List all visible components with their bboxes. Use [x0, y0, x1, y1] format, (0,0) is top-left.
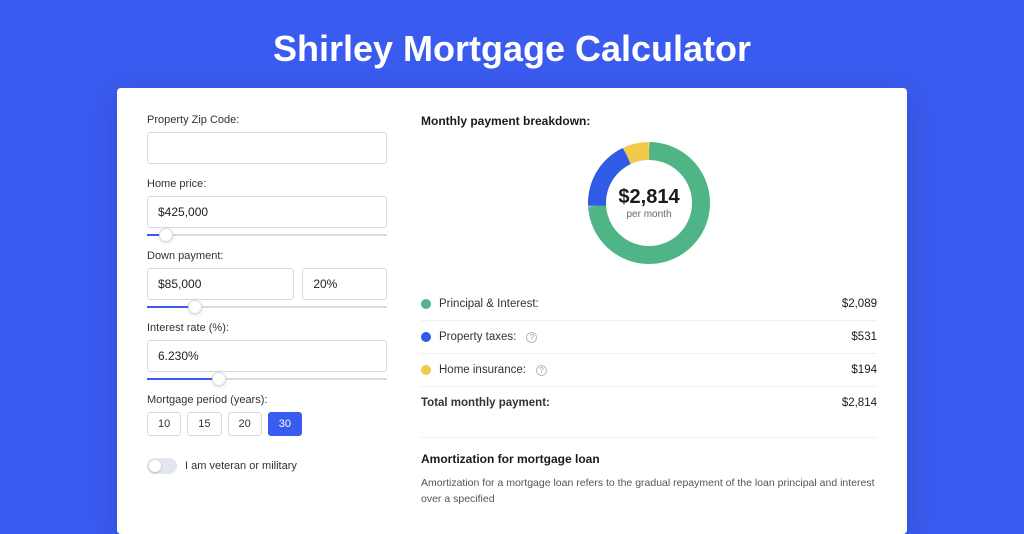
- mortgage-period-field-group: Mortgage period (years): 1015 2030: [147, 394, 387, 436]
- zip-field-group: Property Zip Code:: [147, 114, 387, 164]
- legend-row: Property taxes:? $531: [421, 321, 877, 354]
- donut-chart-wrap: $2,814 per month: [421, 138, 877, 268]
- period-option-30[interactable]: 30: [268, 412, 302, 436]
- down-payment-field-group: Down payment:: [147, 250, 387, 308]
- veteran-toggle-row: I am veteran or military: [147, 458, 387, 474]
- home-price-label: Home price:: [147, 178, 387, 190]
- home-price-slider-thumb[interactable]: [159, 228, 173, 242]
- home-price-slider[interactable]: [147, 234, 387, 236]
- down-payment-percent-input[interactable]: [302, 268, 387, 300]
- legend-value: $531: [851, 331, 877, 343]
- legend-dot: [421, 332, 431, 342]
- info-icon[interactable]: ?: [526, 332, 537, 343]
- donut-center-amount: $2,814: [618, 186, 680, 208]
- results-panel: Monthly payment breakdown: $2,814 per mo…: [421, 114, 877, 508]
- period-option-15[interactable]: 15: [187, 412, 221, 436]
- breakdown-title: Monthly payment breakdown:: [421, 114, 877, 128]
- veteran-toggle[interactable]: [147, 458, 177, 474]
- down-payment-label: Down payment:: [147, 250, 387, 262]
- interest-rate-field-group: Interest rate (%):: [147, 322, 387, 380]
- period-option-20[interactable]: 20: [228, 412, 262, 436]
- legend-dot: [421, 365, 431, 375]
- zip-input[interactable]: [147, 132, 387, 164]
- total-label: Total monthly payment:: [421, 397, 550, 409]
- donut-slice: [627, 151, 649, 156]
- legend-label: Principal & Interest:: [439, 298, 539, 310]
- total-row: Total monthly payment: $2,814: [421, 387, 877, 419]
- down-payment-slider[interactable]: [147, 306, 387, 308]
- total-value: $2,814: [842, 397, 877, 409]
- home-price-field-group: Home price:: [147, 178, 387, 236]
- legend-label: Property taxes:: [439, 331, 516, 343]
- info-icon[interactable]: ?: [536, 365, 547, 376]
- mortgage-period-options: 1015 2030: [147, 412, 387, 436]
- zip-label: Property Zip Code:: [147, 114, 387, 126]
- legend-value: $2,089: [842, 298, 877, 310]
- calculator-card: Property Zip Code: Home price: Down paym…: [117, 88, 907, 534]
- amortization-text: Amortization for a mortgage loan refers …: [421, 476, 877, 508]
- legend-row: Home insurance:? $194: [421, 354, 877, 387]
- interest-rate-input[interactable]: [147, 340, 387, 372]
- amortization-block: Amortization for mortgage loan Amortizat…: [421, 437, 877, 508]
- legend-dot: [421, 299, 431, 309]
- legend-label: Home insurance:: [439, 364, 526, 376]
- down-payment-slider-thumb[interactable]: [188, 300, 202, 314]
- interest-rate-slider[interactable]: [147, 378, 387, 380]
- donut-chart: $2,814 per month: [584, 138, 714, 268]
- mortgage-period-label: Mortgage period (years):: [147, 394, 387, 406]
- veteran-toggle-label: I am veteran or military: [185, 460, 297, 472]
- interest-rate-label: Interest rate (%):: [147, 322, 387, 334]
- period-option-10[interactable]: 10: [147, 412, 181, 436]
- down-payment-amount-input[interactable]: [147, 268, 294, 300]
- legend-value: $194: [851, 364, 877, 376]
- amortization-title: Amortization for mortgage loan: [421, 452, 877, 466]
- home-price-input[interactable]: [147, 196, 387, 228]
- page-title: Shirley Mortgage Calculator: [0, 0, 1024, 88]
- legend-row: Principal & Interest: $2,089: [421, 288, 877, 321]
- inputs-panel: Property Zip Code: Home price: Down paym…: [147, 114, 387, 508]
- interest-rate-slider-thumb[interactable]: [212, 372, 226, 386]
- donut-center-sub: per month: [626, 209, 671, 220]
- veteran-toggle-knob: [149, 460, 161, 472]
- breakdown-legend: Principal & Interest: $2,089 Property taxe…: [421, 288, 877, 387]
